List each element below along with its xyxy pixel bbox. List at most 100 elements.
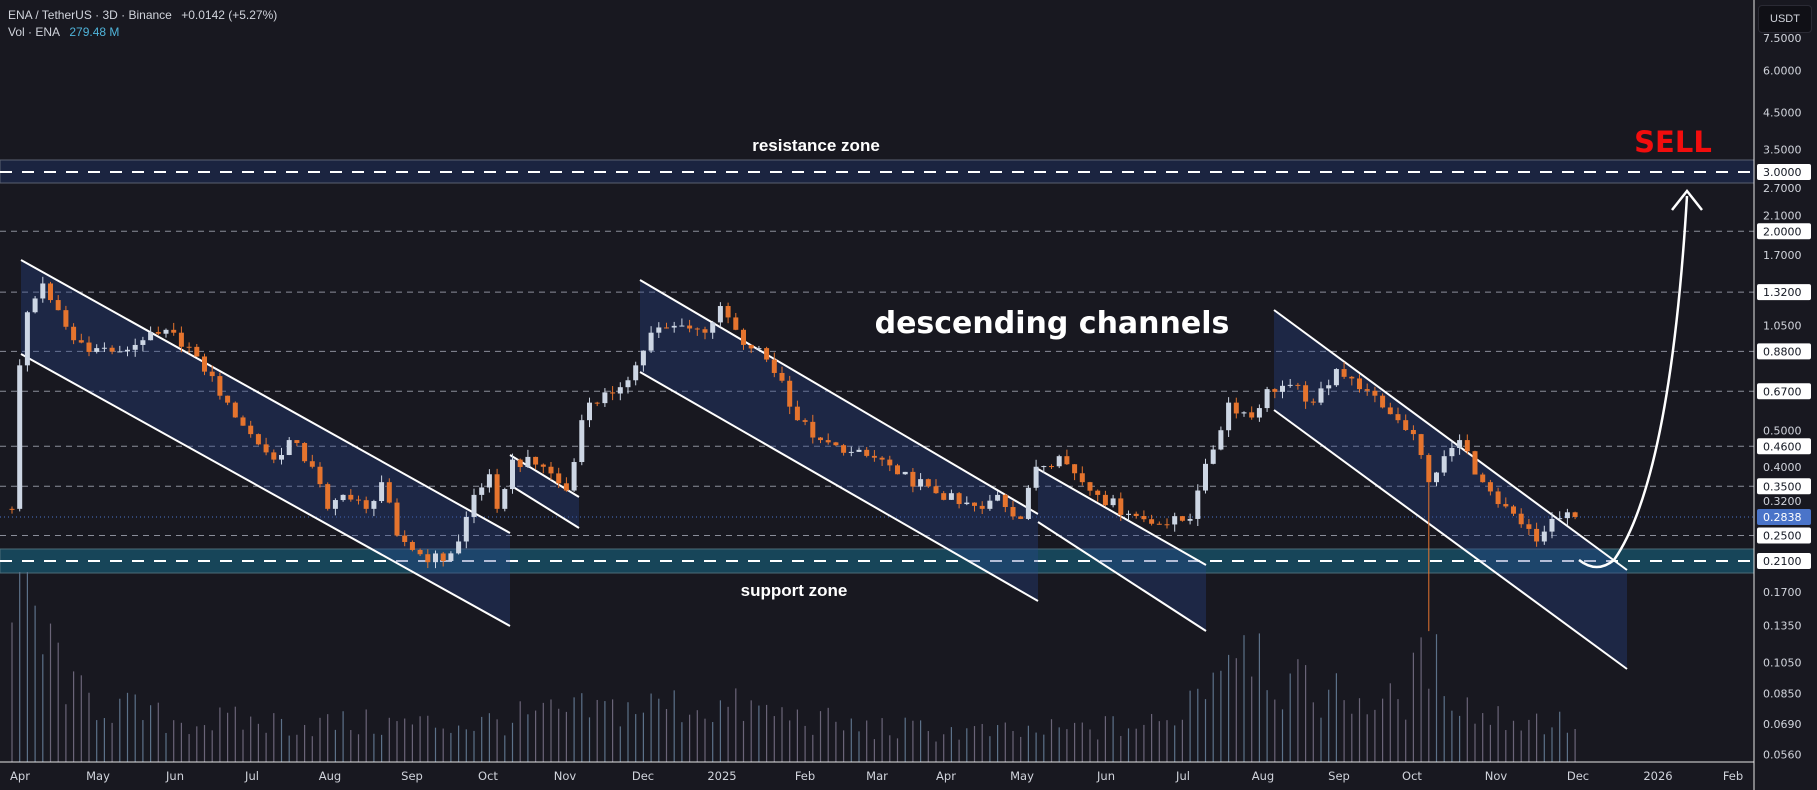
candle-up[interactable] [640,350,646,366]
candle-up[interactable] [40,283,46,299]
volume-label[interactable]: Vol · ENA [8,25,61,39]
channel-upper-line[interactable] [639,279,1039,515]
candle-down[interactable] [1310,401,1316,403]
candle-down[interactable] [1403,420,1409,430]
candle-up[interactable] [1449,448,1455,457]
candle-up[interactable] [117,351,123,353]
candle-up[interactable] [1333,369,1339,386]
candle-up[interactable] [918,479,924,487]
channel-lower-line[interactable] [509,484,580,529]
candle-up[interactable] [340,494,346,501]
candle-up[interactable] [1264,389,1270,409]
candle-down[interactable] [178,332,184,347]
candle-down[interactable] [48,283,53,301]
candle-down[interactable] [1526,524,1532,529]
candle-down[interactable] [1303,385,1309,402]
candle-up[interactable] [1210,449,1216,464]
candle-down[interactable] [255,434,261,445]
candle-up[interactable] [332,500,338,509]
candle-down[interactable] [194,346,200,357]
candle-up[interactable] [148,332,154,341]
candle-up[interactable] [32,298,38,313]
candle-down[interactable] [764,348,770,360]
candle-down[interactable] [810,421,816,438]
candle-down[interactable] [1141,516,1147,520]
candle-down[interactable] [1010,507,1016,517]
candle-up[interactable] [602,392,608,404]
candle-down[interactable] [1349,376,1355,379]
candle-down[interactable] [556,473,562,484]
candle-down[interactable] [1087,482,1093,491]
candle-up[interactable] [648,332,654,351]
candle-down[interactable] [1387,407,1393,415]
candle-down[interactable] [1272,389,1278,392]
candle-down[interactable] [55,300,61,311]
candle-down[interactable] [1426,455,1432,483]
candle-up[interactable] [717,306,723,323]
candle-up[interactable] [125,349,130,352]
candle-up[interactable] [848,451,854,453]
candle-down[interactable] [209,371,215,377]
candle-down[interactable] [533,456,539,465]
candle-down[interactable] [425,554,431,563]
candle-down[interactable] [956,493,962,505]
candle-down[interactable] [1380,395,1386,408]
candle-up[interactable] [94,348,100,352]
candle-up[interactable] [1033,466,1039,488]
candle-up[interactable] [571,462,577,491]
candle-down[interactable] [694,328,700,330]
candle-down[interactable] [363,500,369,509]
candle-down[interactable] [702,329,708,333]
candle-up[interactable] [995,494,1001,501]
candle-up[interactable] [140,340,146,345]
candle-up[interactable] [579,420,585,463]
candle-up[interactable] [1203,463,1208,491]
channel-lower-line[interactable] [1037,521,1207,632]
candle-down[interactable] [225,395,231,403]
candle-down[interactable] [1395,414,1401,421]
candle-up[interactable] [1541,531,1547,542]
candle-down[interactable] [171,329,177,333]
channel-lower-line[interactable] [639,371,1039,602]
candle-up[interactable] [1441,456,1447,473]
candle-up[interactable] [1256,408,1262,418]
candle-up[interactable] [502,489,508,509]
candle-down[interactable] [1534,528,1540,542]
candle-down[interactable] [1118,498,1124,515]
candle-down[interactable] [664,327,669,329]
candle-down[interactable] [879,457,885,460]
candle-down[interactable] [979,505,985,509]
candle-down[interactable] [733,317,739,330]
channel-upper-line[interactable] [1273,309,1628,571]
candle-down[interactable] [348,494,354,500]
candle-down[interactable] [1079,473,1085,483]
candle-up[interactable] [1172,516,1178,525]
candle-up[interactable] [17,365,23,509]
symbol-title[interactable]: ENA / TetherUS · 3D · Binance [8,8,172,22]
candle-down[interactable] [895,465,900,475]
candle-down[interactable] [248,425,254,435]
candle-down[interactable] [1164,524,1170,526]
candle-down[interactable] [294,440,300,444]
candle-down[interactable] [356,499,361,501]
candle-down[interactable] [841,445,847,453]
candle-up[interactable] [1025,487,1031,519]
candle-down[interactable] [263,444,269,453]
candle-down[interactable] [825,440,831,443]
candle-up[interactable] [633,365,639,381]
candle-down[interactable] [540,464,546,467]
candle-down[interactable] [155,332,161,334]
candle-down[interactable] [1372,390,1378,396]
candle-up[interactable] [1280,385,1285,392]
candle-up[interactable] [510,459,515,490]
candle-down[interactable] [802,420,808,422]
candle-up[interactable] [1110,498,1116,506]
candle-up[interactable] [1434,472,1439,483]
candle-down[interactable] [309,461,315,467]
candle-down[interactable] [1480,474,1486,483]
candle-up[interactable] [286,440,292,456]
candle-down[interactable] [833,442,839,446]
projection-arrow-path[interactable] [1578,195,1689,569]
candle-down[interactable] [71,326,77,341]
